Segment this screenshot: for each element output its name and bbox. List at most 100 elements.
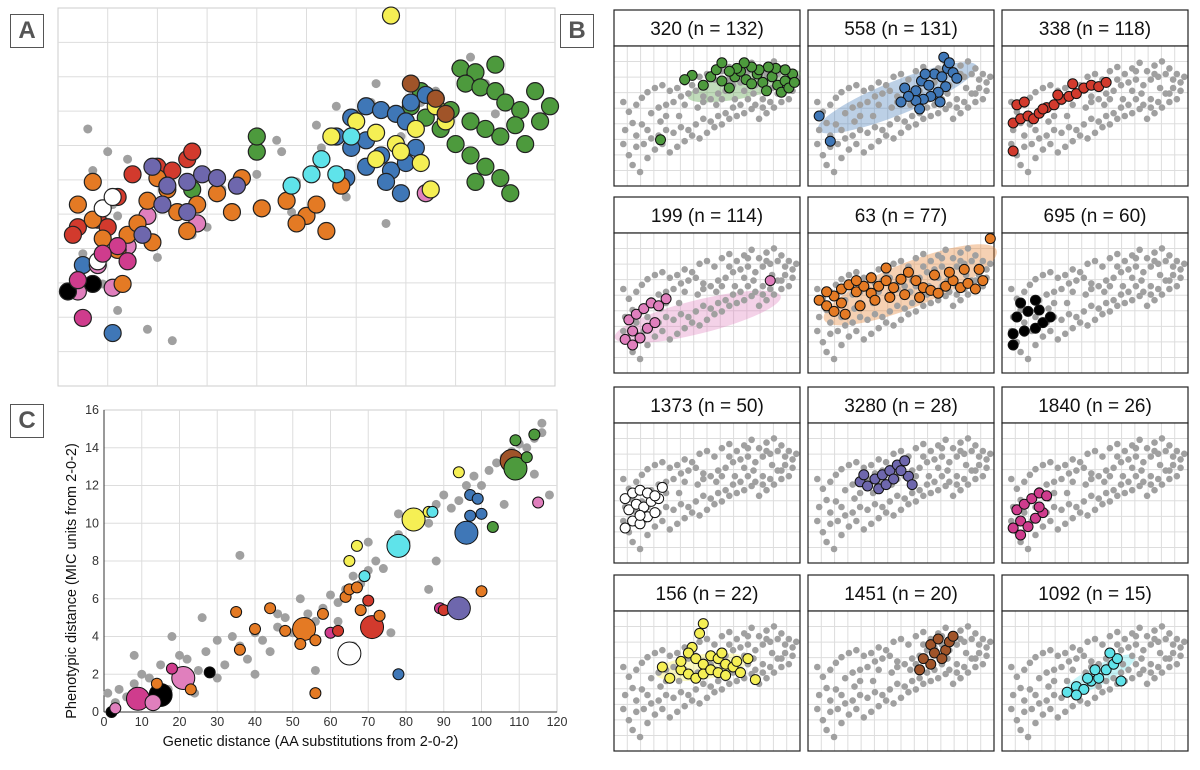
facet-199-background-point [722, 296, 729, 304]
facet-199-background-point [696, 260, 703, 268]
panel-c-point-orange [294, 638, 307, 651]
facet-695-background-point [1136, 246, 1143, 254]
facet-199-background-point [731, 282, 739, 290]
facet-338-background-point [1099, 123, 1106, 131]
facet-3280-background-point [897, 447, 905, 455]
facet-1373-background-point [731, 472, 739, 480]
facet-695-background-point [1132, 282, 1140, 290]
facet-1840-background-point [1166, 467, 1173, 474]
facet-199-point [660, 293, 672, 305]
facet-695-background-point [1166, 277, 1173, 284]
panel-a-point-1451 [401, 74, 420, 93]
facet-1451-background-point [920, 641, 927, 648]
facet-1840-point [1018, 498, 1030, 510]
facet-199-background-point [707, 282, 715, 290]
facet-1451-background-point [975, 649, 983, 657]
facet-695-background-point [1166, 252, 1173, 259]
facet-1092-background-point [1054, 652, 1062, 660]
facet-199-background-point [763, 296, 770, 304]
facet-1092-background-point [1147, 669, 1155, 676]
facet-156-background-point [755, 632, 763, 640]
facet-63-point [865, 272, 877, 284]
facet-695-point [1007, 328, 1019, 340]
facet-338-background-point [1114, 115, 1121, 123]
facet-63-point [884, 291, 896, 303]
panel-a-background-point [78, 249, 88, 259]
facet-1373-background-point [713, 478, 720, 486]
facet-1092-background-point [1009, 691, 1017, 699]
facet-695-title: 695 (n = 60) [1044, 206, 1147, 227]
facet-1092-background-point [1061, 649, 1069, 657]
facet-1373-point [649, 490, 661, 502]
facet-1451-background-point [814, 663, 821, 671]
facet-156-background-point [718, 686, 726, 693]
facet-1373-background-point [729, 481, 737, 488]
facet-63-point [828, 305, 840, 317]
facet-199-point [638, 303, 650, 315]
facet-1373-background-point [766, 475, 774, 483]
facet-338-background-point [1128, 87, 1136, 95]
facet-1092-background-point [1114, 641, 1121, 648]
facet-558-background-point [882, 132, 890, 139]
facet-63-background-point [905, 310, 912, 318]
facet-199-background-point [778, 285, 785, 293]
facet-1451-background-point [823, 684, 830, 692]
facet-558-background-point [815, 126, 823, 134]
facet-156-background-point [666, 714, 674, 721]
facet-1373-background-point [681, 514, 688, 522]
facet-3280-background-point [882, 509, 890, 516]
facet-1451-background-point [901, 660, 909, 668]
facet-199-point [623, 314, 635, 326]
facet-1373-background-point [677, 470, 685, 477]
facet-558-background-point [975, 84, 983, 92]
facet-63-background-point [871, 310, 879, 318]
facet-338-background-point [1128, 109, 1136, 117]
facet-199-background-point [718, 282, 726, 290]
facet-320-border [613, 45, 801, 187]
facet-558-point [940, 81, 952, 93]
facet-156-point [731, 655, 743, 667]
facet-1373-background-point [662, 503, 670, 511]
facet-320-background-point [625, 108, 633, 116]
facet-558-point [943, 57, 955, 69]
facet-695-background-point [1054, 336, 1062, 343]
facet-558-point [914, 103, 926, 115]
facet-338-background-point [1101, 101, 1108, 109]
facet-1092-background-point [1026, 686, 1034, 693]
panel-c-point-orange [373, 609, 386, 622]
facet-63-background-point [879, 313, 886, 321]
facet-3280-background-point [827, 520, 834, 528]
facet-1840-background-point [1026, 471, 1034, 479]
facet-1840-background-point [1050, 489, 1058, 497]
facet-3280-background-point [879, 503, 886, 511]
facet-1840-background-point [1151, 447, 1158, 455]
facet-3280-background-point [931, 478, 938, 486]
facet-558-background-point [912, 121, 920, 128]
facet-1373-background-point [737, 456, 744, 463]
panel-c-background-point [265, 647, 275, 657]
facet-695-background-point [1173, 282, 1181, 290]
facet-1373-background-point [688, 458, 696, 466]
facet-63-background-point [920, 302, 927, 310]
facet-1373-background-point [707, 472, 715, 480]
facet-3280-background-point [845, 523, 853, 530]
facet-1451-background-point [908, 677, 916, 685]
facet-63-point [977, 275, 989, 287]
facet-1840-background-point [1106, 472, 1114, 480]
panel-a-background-point [272, 135, 282, 145]
facet-1451-background-point [893, 658, 901, 665]
facet-156-point [749, 674, 761, 686]
facet-3280-background-point [916, 464, 923, 472]
facet-1092-background-point [1039, 711, 1047, 718]
facet-695-background-point [1021, 319, 1028, 326]
facet-1840-background-point [1073, 503, 1080, 511]
panel-c-background-point [273, 609, 283, 619]
facet-558-border [807, 45, 995, 187]
facet-320-point [716, 57, 728, 69]
facet-1451-background-point [867, 708, 875, 716]
panel-c-background-point [137, 669, 147, 679]
facet-1451-point [936, 653, 948, 665]
facet-695-background-point [1158, 245, 1166, 252]
facet-1840-background-point [1032, 465, 1039, 473]
panel-a-point-3280 [227, 176, 247, 195]
